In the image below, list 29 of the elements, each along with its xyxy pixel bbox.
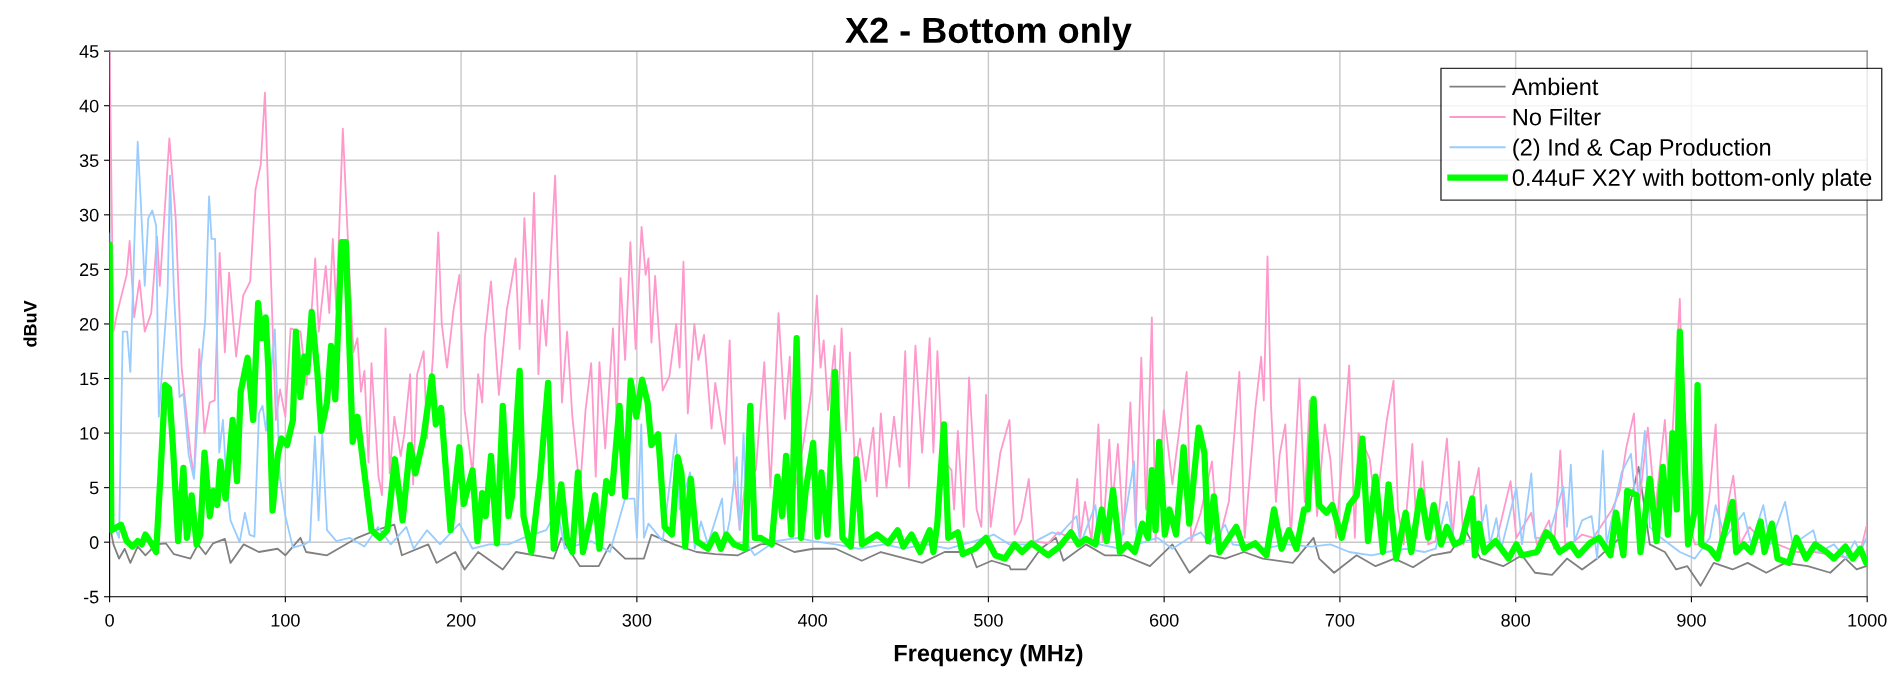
- y-tick-label: 15: [80, 372, 99, 386]
- x-tick-label: 600: [1150, 613, 1179, 627]
- y-tick-label: 40: [79, 99, 99, 113]
- x-tick-label: 400: [797, 613, 827, 627]
- x-tick-label: 200: [446, 613, 476, 627]
- x-tick-label: 1000: [1848, 613, 1887, 627]
- y-tick-label: 35: [79, 154, 99, 167]
- x-tick-label: 300: [622, 613, 652, 627]
- y-tick-label: 0: [89, 536, 99, 549]
- x-tick-label: 500: [974, 613, 1003, 627]
- y-tick-label: 45: [79, 45, 99, 58]
- x-tick-label: 900: [1677, 613, 1706, 627]
- x-axis-title: Frequency (MHz): [894, 644, 1083, 667]
- y-axis-title: dBuV: [23, 300, 37, 347]
- y-tick-label: 30: [79, 208, 99, 222]
- x-tick-label: 100: [271, 613, 300, 627]
- legend-label: Ambient: [1511, 77, 1599, 96]
- x-tick-label: 700: [1325, 613, 1355, 627]
- y-tick-label: 20: [80, 317, 99, 331]
- y-tick-label: 25: [80, 263, 99, 277]
- y-tick-label: 10: [80, 427, 99, 440]
- legend-label: No Filter: [1513, 108, 1601, 126]
- legend-label: (2) Ind & Cap Production: [1513, 138, 1771, 161]
- x-tick-label: 0: [105, 613, 114, 627]
- x-tick-label: 800: [1501, 613, 1531, 627]
- legend-label: 0.44uF X2Y with bottom-only plate: [1512, 168, 1872, 191]
- y-tick-label: 5: [89, 481, 99, 495]
- chart-title: X2 - Bottom only: [845, 16, 1132, 51]
- y-tick-label: -5: [83, 590, 99, 604]
